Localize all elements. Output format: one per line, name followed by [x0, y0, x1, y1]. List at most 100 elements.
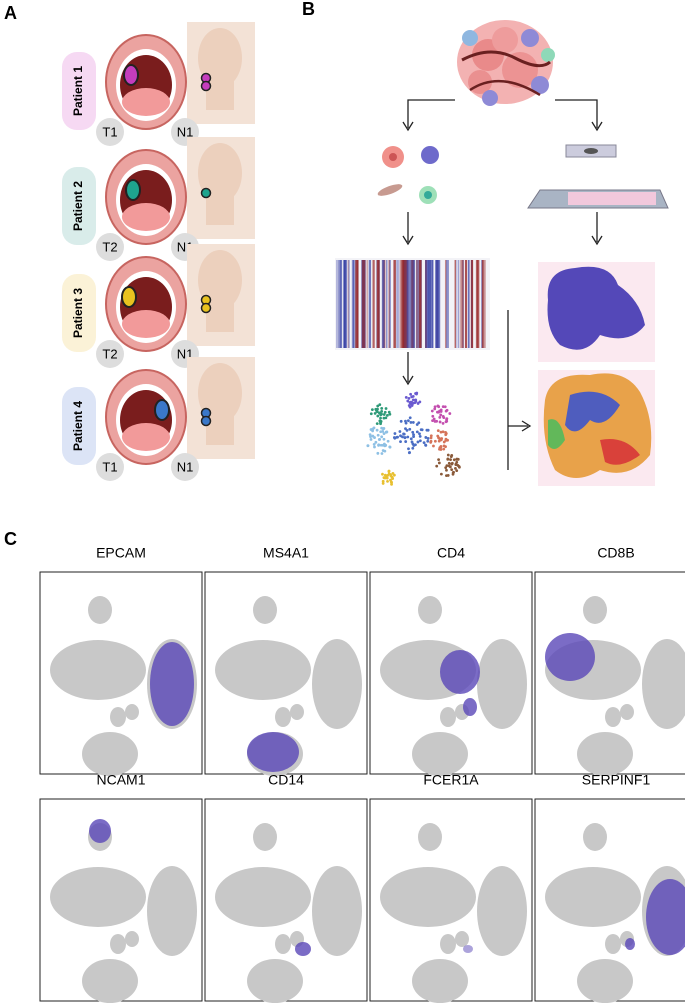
tumor	[123, 64, 139, 86]
heatmap-stripe	[435, 260, 438, 348]
spatial	[538, 262, 655, 486]
cluster-dot	[390, 481, 393, 484]
heatmap-stripe	[366, 260, 369, 348]
cluster-dot	[406, 435, 410, 439]
cluster-dot	[405, 428, 409, 432]
heatmap-stripe	[397, 260, 400, 348]
cluster-dot	[444, 420, 448, 424]
cell-cloud	[253, 823, 277, 851]
cluster-dot	[445, 468, 448, 472]
feature-plot: NCAM1	[39, 772, 203, 1003]
cluster-dot	[366, 444, 370, 448]
cell-cloud	[147, 866, 197, 956]
heatmap	[335, 258, 490, 350]
heatmap-stripe	[447, 260, 449, 348]
cluster-dot	[439, 472, 443, 476]
umap-clusters	[366, 391, 461, 486]
cluster-dot	[408, 427, 412, 431]
cluster-dot	[410, 404, 414, 407]
cluster-dot	[381, 482, 385, 485]
cluster-dot	[445, 464, 449, 468]
cluster-dot	[445, 474, 448, 478]
heatmap-stripe	[444, 260, 447, 348]
cluster-dot	[442, 447, 446, 451]
tumor	[154, 399, 170, 421]
heatmap-stripe	[378, 260, 380, 348]
heatmap-stripe	[459, 260, 462, 348]
heatmap-stripe	[401, 260, 404, 348]
heatmap-stripe	[446, 260, 448, 348]
pill	[62, 387, 96, 465]
t-stage: T1	[102, 459, 117, 474]
tongue	[122, 203, 170, 231]
cluster-dot	[439, 413, 443, 417]
cluster-dot	[388, 412, 392, 416]
heatmap-stripe	[425, 260, 428, 348]
cluster-dot	[383, 444, 387, 448]
cell-cloud	[642, 639, 685, 729]
cluster-dot	[388, 473, 392, 476]
lymph-node	[200, 80, 212, 92]
cluster-dot	[441, 430, 445, 434]
gene-title: FCER1A	[423, 772, 479, 788]
cell-cloud	[477, 639, 527, 729]
cell-cloud	[583, 596, 607, 624]
pill	[62, 274, 96, 352]
cell-cloud	[215, 867, 311, 927]
cluster-dot	[437, 405, 441, 409]
head	[198, 250, 242, 310]
cell-cloud	[418, 823, 442, 851]
cluster-dot	[412, 433, 415, 437]
cluster-dot	[441, 405, 445, 409]
patient-label: Patient 4	[71, 401, 85, 451]
cell-cloud	[545, 867, 641, 927]
expression	[150, 642, 194, 726]
heatmap-stripe	[409, 260, 412, 348]
heatmap-stripe	[430, 260, 433, 348]
t-stage: T2	[102, 346, 117, 361]
cluster-dot	[444, 433, 448, 437]
feature-plot: CD8B	[534, 545, 685, 776]
cluster-dot	[449, 458, 452, 462]
tumor	[125, 179, 141, 201]
cluster-dot	[383, 410, 387, 414]
heatmap-stripe	[401, 260, 405, 348]
cluster-dot	[450, 468, 454, 472]
heatmap-stripe	[406, 260, 410, 348]
heatmap-stripe	[425, 260, 427, 348]
heatmap-stripe	[482, 260, 484, 348]
cluster-dot	[438, 409, 441, 413]
cluster-dot	[393, 432, 397, 435]
cluster-dot	[411, 421, 415, 424]
expression	[247, 732, 299, 772]
heatmap-stripe	[436, 260, 439, 348]
cluster-dot	[407, 396, 411, 400]
cell-cloud	[247, 959, 303, 1003]
cell-cloud	[50, 640, 146, 700]
cluster-dot	[436, 429, 440, 433]
heatmap-stripe	[482, 260, 486, 348]
cell-cloud	[577, 959, 633, 1003]
cluster-dot	[376, 407, 379, 411]
cluster-dot	[442, 416, 446, 420]
expression	[625, 938, 635, 950]
cell-cloud	[605, 934, 621, 954]
cluster-dot	[384, 407, 388, 410]
cluster-dot	[376, 433, 380, 437]
cluster-dot	[455, 457, 459, 461]
n-stage: N1	[177, 124, 194, 139]
cluster-dot	[404, 440, 408, 443]
cluster-dot	[406, 419, 410, 423]
cluster-dot	[424, 443, 428, 447]
heatmap-stripe	[408, 260, 410, 348]
feature-plot: SERPINF1	[534, 772, 685, 1003]
cluster-dot	[448, 412, 452, 415]
heatmap-stripe	[436, 260, 440, 348]
heatmap-stripe	[429, 260, 432, 348]
heatmap-stripe	[471, 260, 474, 348]
cell-cloud	[380, 867, 476, 927]
cell-cloud	[275, 934, 291, 954]
gene-title: EPCAM	[96, 545, 146, 561]
cluster-dot	[404, 395, 408, 399]
cluster-dot	[418, 434, 422, 438]
